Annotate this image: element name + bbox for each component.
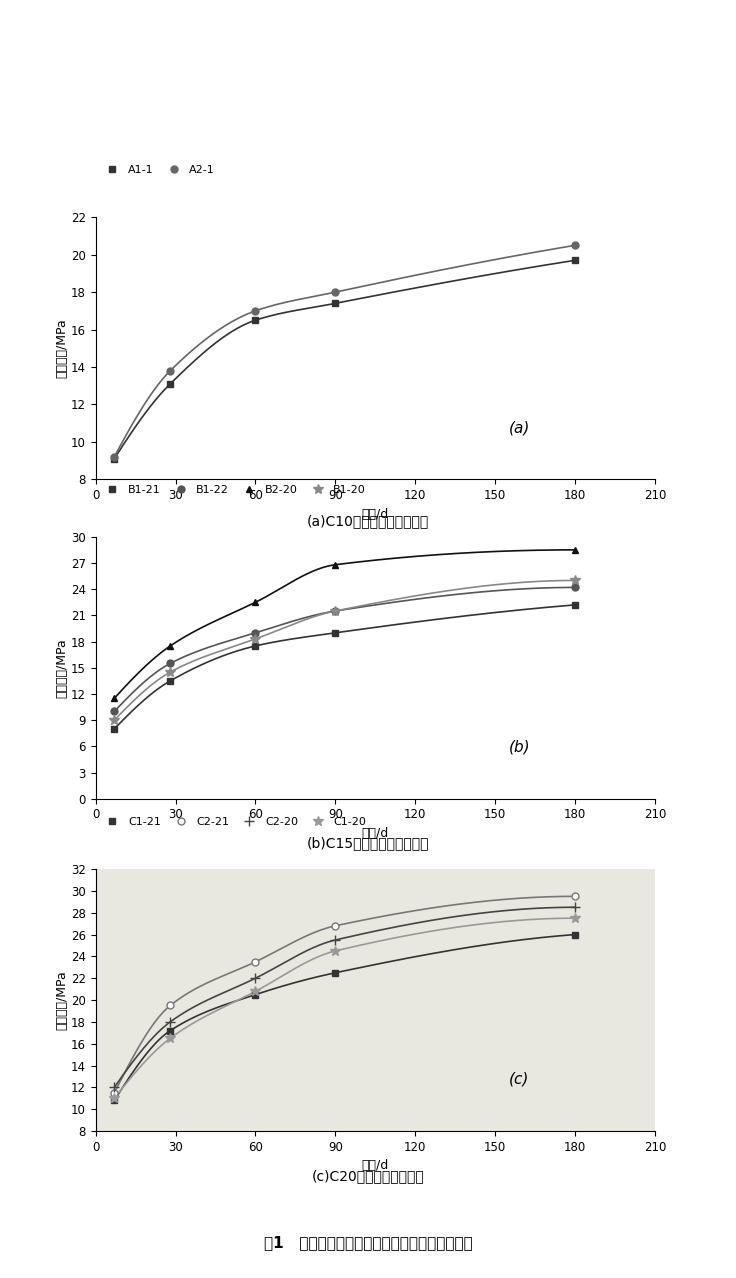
B1-22 — [570, 580, 579, 596]
C1-20 — [110, 1090, 118, 1105]
Text: (c)C20二级配瞈压混凝土: (c)C20二级配瞈压混凝土 — [311, 1169, 425, 1183]
B1-20 — [251, 631, 260, 647]
A1-1 — [110, 451, 118, 466]
B1-20 — [110, 713, 118, 728]
A2-1 — [570, 238, 579, 253]
Text: (b)C15三级配瞈压混凝土；: (b)C15三级配瞈压混凝土； — [307, 836, 429, 850]
B1-21 — [331, 625, 340, 640]
C1-20 — [570, 910, 579, 925]
A1-1 — [251, 313, 260, 328]
A2-1 — [166, 363, 174, 378]
A1-1 — [570, 253, 579, 268]
C2-21 — [570, 888, 579, 904]
X-axis label: 龄期/d: 龄期/d — [361, 507, 389, 520]
C1-21 — [110, 1093, 118, 1108]
B1-22 — [110, 704, 118, 720]
Line: A1-1: A1-1 — [111, 257, 578, 463]
Y-axis label: 抗压強度/MPa: 抗压強度/MPa — [55, 638, 68, 698]
C1-20 — [166, 1030, 174, 1045]
B1-21 — [110, 721, 118, 736]
C2-21 — [166, 998, 174, 1013]
B1-21 — [570, 597, 579, 612]
B2-20 — [331, 557, 340, 573]
B1-21 — [251, 638, 260, 653]
Line: A2-1: A2-1 — [111, 242, 578, 460]
B1-21 — [166, 674, 174, 689]
C1-21 — [570, 927, 579, 942]
Line: B1-21: B1-21 — [111, 602, 578, 732]
A1-1 — [331, 295, 340, 311]
A2-1 — [110, 449, 118, 464]
B2-20 — [570, 542, 579, 557]
A2-1 — [331, 285, 340, 300]
Y-axis label: 抗压強度/MPa: 抗压強度/MPa — [55, 318, 68, 378]
Legend: A1-1, A2-1: A1-1, A2-1 — [102, 165, 215, 175]
Line: C2-20: C2-20 — [110, 902, 580, 1093]
C1-21 — [331, 965, 340, 980]
B1-22 — [331, 603, 340, 619]
C2-21 — [110, 1085, 118, 1100]
Line: C1-21: C1-21 — [111, 932, 578, 1104]
Line: B1-20: B1-20 — [110, 575, 580, 725]
B1-20 — [570, 573, 579, 588]
C1-21 — [251, 987, 260, 1002]
C2-21 — [251, 955, 260, 970]
C2-21 — [331, 918, 340, 933]
C2-20 — [570, 900, 579, 915]
X-axis label: 龄期/d: 龄期/d — [361, 827, 389, 840]
C2-20 — [166, 1015, 174, 1030]
A2-1 — [251, 303, 260, 318]
B2-20 — [251, 594, 260, 610]
B1-22 — [251, 625, 260, 640]
B1-20 — [166, 665, 174, 680]
Text: (a): (a) — [509, 420, 530, 435]
Line: C1-20: C1-20 — [110, 914, 580, 1103]
Line: B1-22: B1-22 — [111, 584, 578, 714]
C1-20 — [331, 943, 340, 958]
B1-20 — [331, 603, 340, 619]
Line: B2-20: B2-20 — [111, 547, 578, 702]
Legend: B1-21, B1-22, B2-20, B1-20: B1-21, B1-22, B2-20, B1-20 — [102, 484, 366, 495]
Legend: C1-21, C2-21, C2-20, C1-20: C1-21, C2-21, C2-20, C1-20 — [102, 817, 367, 827]
Line: C2-21: C2-21 — [111, 893, 578, 1097]
Text: 图1   瞈压混凝土立方体抗压強度随时间变化关系: 图1 瞈压混凝土立方体抗压強度随时间变化关系 — [263, 1235, 473, 1250]
A1-1 — [166, 376, 174, 391]
B1-22 — [166, 656, 174, 671]
B2-20 — [110, 690, 118, 705]
X-axis label: 龄期/d: 龄期/d — [361, 1159, 389, 1172]
Text: (b): (b) — [509, 740, 530, 754]
C2-20 — [110, 1080, 118, 1095]
Text: (c): (c) — [509, 1072, 529, 1086]
C1-20 — [251, 984, 260, 999]
C2-20 — [251, 970, 260, 985]
C1-21 — [166, 1022, 174, 1038]
C2-20 — [331, 933, 340, 948]
B2-20 — [166, 638, 174, 653]
Y-axis label: 抗压強度/MPa: 抗压強度/MPa — [55, 970, 68, 1030]
Text: (a)C10三级配瞈压混凝土；: (a)C10三级配瞈压混凝土； — [307, 514, 429, 528]
